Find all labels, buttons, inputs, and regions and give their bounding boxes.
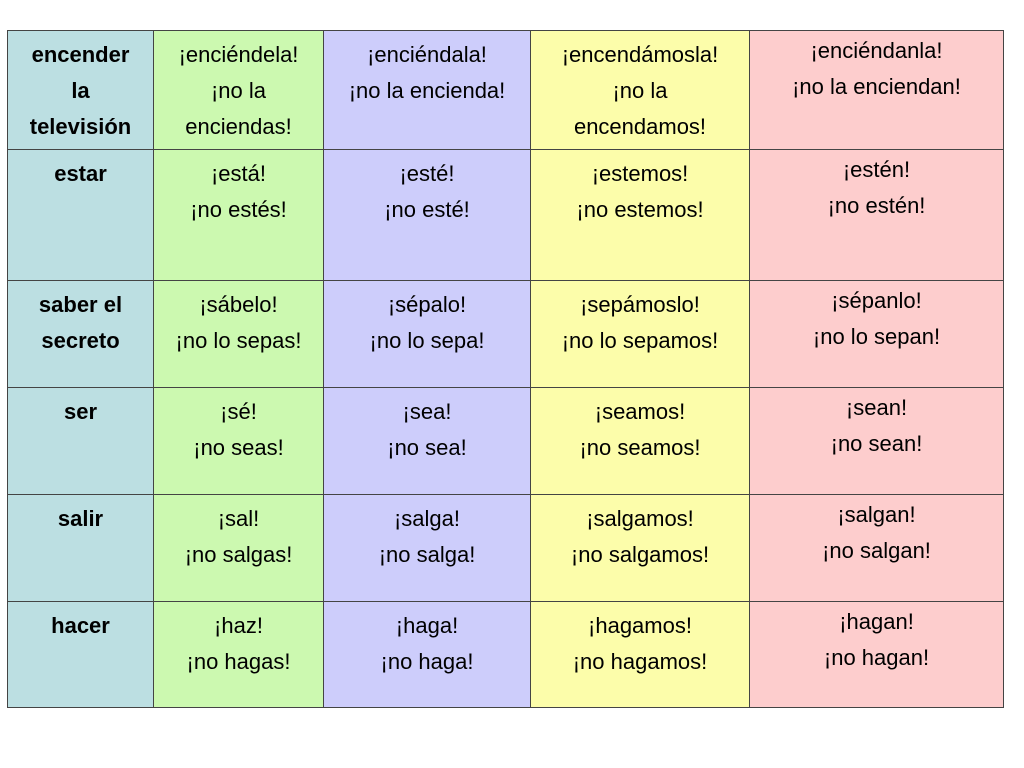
affirmative-command: ¡salgamos! — [586, 506, 694, 531]
usted-command-cell: ¡sea! ¡no sea! — [323, 387, 531, 495]
verb-text: secreto — [41, 328, 120, 353]
table-row: saber el secreto ¡sábelo! ¡no lo sepas! ¡sép… — [7, 280, 1004, 388]
ustedes-command-cell: ¡sépanlo! ¡no lo sepan! — [749, 280, 1004, 388]
affirmative-command: ¡estén! — [842, 157, 911, 182]
verb-text: hacer — [51, 613, 110, 638]
table-body: encender la televisión ¡enciéndela! ¡no la en… — [7, 30, 1004, 708]
verb-text: ser — [63, 399, 98, 424]
tu-command-cell: ¡haz! ¡no hagas! — [153, 601, 324, 708]
command-text: ¡no la enciendan! — [792, 74, 961, 99]
usted-command-cell: ¡sépalo! ¡no lo sepa! — [323, 280, 531, 388]
command-text: ¡no hagan! — [823, 645, 930, 670]
affirmative-command: ¡sea! — [402, 399, 452, 424]
nosotros-command-cell: ¡estemos! ¡no estemos! — [530, 149, 750, 281]
affirmative-command: ¡enciéndela! — [178, 42, 299, 67]
affirmative-command: ¡sé! — [220, 399, 257, 424]
ustedes-command-cell: ¡hagan! ¡no hagan! — [749, 601, 1004, 708]
verb-text: saber el — [38, 292, 123, 317]
command-text: ¡no la — [612, 78, 668, 103]
table-row: hacer ¡haz! ¡no hagas! ¡haga! ¡no haga! ¡haga… — [7, 601, 1004, 708]
usted-command-cell: ¡esté! ¡no esté! — [323, 149, 531, 281]
affirmative-command: ¡está! — [210, 161, 267, 186]
command-text: ¡no haga! — [380, 649, 474, 674]
tu-command-cell: ¡sábelo! ¡no lo sepas! — [153, 280, 324, 388]
command-text: ¡no lo sepan! — [812, 324, 941, 349]
command-text: ¡no sea! — [387, 435, 467, 460]
verb-cell: salir — [7, 494, 154, 602]
ustedes-command-cell: ¡sean! ¡no sean! — [749, 387, 1004, 495]
imperative-conjugation-table: encender la televisión ¡enciéndela! ¡no la en… — [7, 30, 1004, 708]
command-text: ¡no lo sepamos! — [561, 328, 719, 353]
affirmative-command: ¡salga! — [393, 506, 461, 531]
affirmative-command: ¡sal! — [217, 506, 260, 531]
usted-command-cell: ¡enciéndala! ¡no la encienda! — [323, 30, 531, 150]
nosotros-command-cell: ¡encendámosla! ¡no la encendamos! — [530, 30, 750, 150]
affirmative-command: ¡salgan! — [837, 502, 916, 527]
command-text: ¡no salgamos! — [570, 542, 710, 567]
nosotros-command-cell: ¡hagamos! ¡no hagamos! — [530, 601, 750, 708]
command-text: ¡no sean! — [830, 431, 923, 456]
table-row: salir ¡sal! ¡no salgas! ¡salga! ¡no salga! ¡s… — [7, 494, 1004, 602]
verb-text: salir — [57, 506, 104, 531]
affirmative-command: ¡sábelo! — [199, 292, 278, 317]
command-text: encendamos! — [573, 114, 707, 139]
verb-cell: ser — [7, 387, 154, 495]
affirmative-command: ¡enciéndala! — [367, 42, 487, 67]
command-text: ¡no estés! — [190, 197, 287, 222]
affirmative-command: ¡hagan! — [839, 609, 914, 634]
affirmative-command: ¡haga! — [395, 613, 459, 638]
affirmative-command: ¡esté! — [399, 161, 455, 186]
table-row: ser ¡sé! ¡no seas! ¡sea! ¡no sea! ¡seamos! ¡no… — [7, 387, 1004, 495]
affirmative-command: ¡sépalo! — [387, 292, 467, 317]
verb-text: estar — [54, 161, 107, 186]
tu-command-cell: ¡enciéndela! ¡no la enciendas! — [153, 30, 324, 150]
command-text: ¡no lo sepas! — [175, 328, 302, 353]
command-text: ¡no estén! — [827, 193, 926, 218]
tu-command-cell: ¡está! ¡no estés! — [153, 149, 324, 281]
tu-command-cell: ¡sé! ¡no seas! — [153, 387, 324, 495]
command-text: ¡no la — [210, 78, 267, 103]
ustedes-command-cell: ¡salgan! ¡no salgan! — [749, 494, 1004, 602]
command-text: ¡no seamos! — [579, 435, 701, 460]
ustedes-command-cell: ¡enciéndanla! ¡no la enciendan! — [749, 30, 1004, 150]
verb-cell: saber el secreto — [7, 280, 154, 388]
usted-command-cell: ¡haga! ¡no haga! — [323, 601, 531, 708]
affirmative-command: ¡hagamos! — [588, 613, 692, 638]
command-text: ¡no seas! — [193, 435, 284, 460]
affirmative-command: ¡haz! — [214, 613, 263, 638]
verb-text: encender — [31, 42, 130, 67]
command-text: enciendas! — [185, 114, 292, 139]
affirmative-command: ¡sépanlo! — [831, 288, 922, 313]
command-text: ¡no lo sepa! — [369, 328, 485, 353]
command-text: ¡no salgas! — [184, 542, 293, 567]
command-text: ¡no esté! — [384, 197, 470, 222]
table-row: estar ¡está! ¡no estés! ¡esté! ¡no esté! ¡est… — [7, 149, 1004, 281]
usted-command-cell: ¡salga! ¡no salga! — [323, 494, 531, 602]
nosotros-command-cell: ¡seamos! ¡no seamos! — [530, 387, 750, 495]
command-text: ¡no hagamos! — [572, 649, 708, 674]
nosotros-command-cell: ¡sepámoslo! ¡no lo sepamos! — [530, 280, 750, 388]
verb-cell: encender la televisión — [7, 30, 154, 150]
table-row: encender la televisión ¡enciéndela! ¡no la en… — [7, 30, 1004, 150]
tu-command-cell: ¡sal! ¡no salgas! — [153, 494, 324, 602]
command-text: ¡no estemos! — [576, 197, 704, 222]
command-text: ¡no salga! — [378, 542, 476, 567]
command-text: ¡no la encienda! — [348, 78, 506, 103]
verb-text: la — [71, 78, 90, 103]
verb-cell: hacer — [7, 601, 154, 708]
verb-text: televisión — [29, 114, 132, 139]
command-text: ¡no salgan! — [822, 538, 931, 563]
ustedes-command-cell: ¡estén! ¡no estén! — [749, 149, 1004, 281]
affirmative-command: ¡encendámosla! — [561, 42, 719, 67]
affirmative-command: ¡sean! — [845, 395, 908, 420]
affirmative-command: ¡sepámoslo! — [580, 292, 700, 317]
nosotros-command-cell: ¡salgamos! ¡no salgamos! — [530, 494, 750, 602]
verb-cell: estar — [7, 149, 154, 281]
affirmative-command: ¡estemos! — [591, 161, 689, 186]
affirmative-command: ¡enciéndanla! — [810, 38, 943, 63]
affirmative-command: ¡seamos! — [594, 399, 686, 424]
command-text: ¡no hagas! — [186, 649, 291, 674]
